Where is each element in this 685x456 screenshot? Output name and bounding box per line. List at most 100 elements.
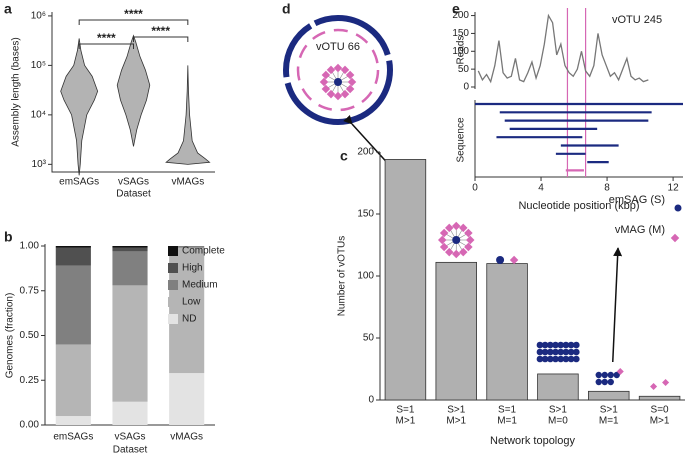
x-tick-label: M=1	[599, 416, 619, 427]
panel-letter: c	[340, 148, 348, 164]
node	[567, 355, 575, 363]
node	[562, 355, 570, 363]
bar	[435, 261, 477, 401]
node	[607, 371, 614, 379]
y-tick-label: 10⁵	[31, 60, 46, 71]
node	[347, 77, 357, 87]
node	[321, 84, 331, 94]
y-tick-label: 200	[452, 10, 469, 21]
x-axis-label: Network topology	[490, 435, 575, 447]
y-axis-label: Number of vOTUs	[337, 236, 348, 317]
bar-segment	[112, 401, 148, 425]
y-tick-label: 0.00	[20, 420, 40, 431]
x-tick-label: M>1	[396, 416, 416, 427]
y-tick-label: 0	[368, 395, 374, 406]
panel-letter: d	[282, 1, 291, 17]
x-tick-label: S>1	[549, 405, 568, 416]
diagram-d: vOTU 66	[283, 15, 393, 169]
node	[601, 378, 608, 386]
node	[557, 341, 565, 349]
bar	[638, 395, 681, 401]
node	[552, 341, 559, 349]
y-tick-label: 0.50	[20, 330, 40, 341]
x-tick-label: S=0	[651, 405, 670, 416]
y-tick-label: 10⁴	[31, 110, 46, 121]
y-axis-label: Sequence	[456, 117, 467, 162]
node	[557, 348, 565, 356]
node	[536, 348, 544, 356]
node	[439, 228, 449, 238]
y-tick-label: 50	[363, 333, 375, 344]
node	[613, 371, 620, 379]
bracket	[78, 19, 189, 25]
node	[650, 382, 658, 391]
legend-label: Medium	[182, 280, 218, 291]
x-tick-label: M=0	[548, 416, 568, 427]
significance: ****	[151, 24, 170, 38]
node	[445, 247, 454, 257]
bar-segment	[55, 416, 91, 425]
node	[439, 242, 449, 252]
node	[536, 341, 544, 349]
x-tick-label: M=1	[497, 416, 517, 427]
panel-letter: a	[4, 1, 12, 17]
bar-segment	[169, 373, 205, 425]
y-tick-label: 0	[463, 82, 469, 93]
legend-label: High	[182, 263, 203, 274]
node	[459, 247, 468, 257]
legend-label: Complete	[182, 246, 225, 257]
x-tick-label: 8	[604, 183, 610, 194]
node	[340, 65, 350, 75]
node	[496, 256, 505, 264]
node	[466, 235, 475, 245]
bar-segment	[112, 246, 148, 248]
y-tick-label: 150	[452, 28, 469, 39]
diagram-label: vOTU 66	[316, 41, 360, 53]
y-tick-label: 0.25	[20, 375, 40, 386]
y-tick-label: 200	[357, 147, 374, 158]
node	[607, 378, 614, 386]
node	[541, 341, 549, 349]
y-tick-label: 10⁶	[31, 11, 46, 22]
bar-segment	[169, 246, 205, 248]
x-tick-label: vSAGs	[114, 432, 145, 443]
panel-letter: e	[452, 1, 460, 17]
x-tick-label: S>1	[600, 405, 619, 416]
node	[573, 355, 580, 363]
node	[595, 378, 602, 386]
bar-segment	[55, 246, 91, 248]
node	[541, 348, 549, 356]
node	[557, 355, 565, 363]
node	[567, 348, 575, 356]
node	[595, 371, 602, 379]
node	[662, 378, 670, 387]
y-tick-label: 100	[357, 271, 374, 282]
y-tick-label: 50	[458, 64, 470, 75]
violin	[116, 34, 151, 147]
node	[326, 65, 336, 75]
legend-swatch	[168, 297, 178, 307]
coverage-line	[477, 13, 649, 84]
node	[345, 70, 355, 80]
node	[536, 355, 544, 363]
y-axis-label: Genomes (fraction)	[5, 293, 16, 379]
x-tick-label: S=1	[396, 405, 415, 416]
violin	[60, 38, 99, 176]
bar	[384, 159, 427, 401]
bar-segment	[112, 247, 148, 252]
arrow	[612, 247, 623, 363]
node	[319, 77, 329, 87]
node	[445, 223, 454, 233]
x-tick-label: S=1	[498, 405, 517, 416]
node	[340, 89, 350, 99]
x-axis-label: Dataset	[116, 189, 151, 200]
node	[573, 341, 580, 349]
node	[333, 91, 343, 101]
node	[541, 355, 549, 363]
x-tick-label: S>1	[447, 405, 466, 416]
x-axis-label: Nucleotide position (kbp)	[518, 200, 639, 212]
legend-label: Low	[182, 297, 201, 308]
ring	[283, 15, 393, 125]
node	[547, 355, 554, 363]
node	[452, 249, 461, 259]
